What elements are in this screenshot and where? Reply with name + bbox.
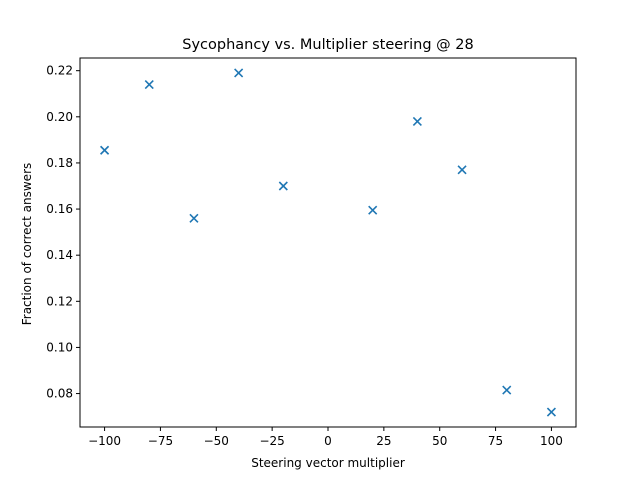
data-point xyxy=(144,79,154,90)
x-marker-stroke xyxy=(502,385,512,395)
x-tick-label: −75 xyxy=(148,434,173,448)
x-tick-label: 25 xyxy=(376,434,391,448)
y-tick-label: 0.14 xyxy=(46,248,73,262)
x-marker-stroke xyxy=(100,145,110,155)
x-axis: −100 −75 −50 −25 0 25 50 75 100 xyxy=(88,427,563,448)
x-marker-stroke xyxy=(234,68,244,78)
y-tick-label: 0.08 xyxy=(46,387,73,401)
y-tick-label: 0.16 xyxy=(46,202,73,216)
data-point xyxy=(368,205,378,215)
x-tick-label: 0 xyxy=(324,434,332,448)
x-tick-label: 50 xyxy=(432,434,447,448)
x-marker-stroke xyxy=(412,116,422,126)
y-tick-label: 0.10 xyxy=(46,340,73,354)
data-point xyxy=(546,407,556,417)
y-tick-label: 0.22 xyxy=(46,64,73,78)
x-tick-label: −100 xyxy=(88,434,121,448)
x-marker-stroke xyxy=(144,79,154,90)
data-point xyxy=(100,145,110,155)
data-points xyxy=(100,68,556,417)
y-tick-label: 0.12 xyxy=(46,294,73,308)
data-point xyxy=(412,116,422,126)
chart-title: Sycophancy vs. Multiplier steering @ 28 xyxy=(182,37,473,53)
data-point xyxy=(278,181,288,191)
data-point xyxy=(234,68,244,78)
x-marker-stroke xyxy=(278,181,288,191)
x-marker-stroke xyxy=(368,205,378,215)
data-point xyxy=(457,165,467,175)
x-tick-label: 75 xyxy=(488,434,503,448)
x-marker-stroke xyxy=(457,165,467,175)
y-axis-label: Fraction of correct answers xyxy=(20,163,34,326)
data-point xyxy=(189,213,199,223)
x-marker-stroke xyxy=(546,407,556,417)
x-tick-label: −25 xyxy=(259,434,284,448)
x-tick-label: −50 xyxy=(204,434,229,448)
y-axis: 0.08 0.10 0.12 0.14 0.16 0.18 0.20 0.22 xyxy=(46,64,80,401)
y-tick-label: 0.20 xyxy=(46,110,73,124)
x-marker-stroke xyxy=(189,213,199,223)
y-tick-label: 0.18 xyxy=(46,156,73,170)
data-point xyxy=(502,385,512,395)
x-axis-label: Steering vector multiplier xyxy=(251,456,405,470)
x-tick-label: 100 xyxy=(540,434,563,448)
